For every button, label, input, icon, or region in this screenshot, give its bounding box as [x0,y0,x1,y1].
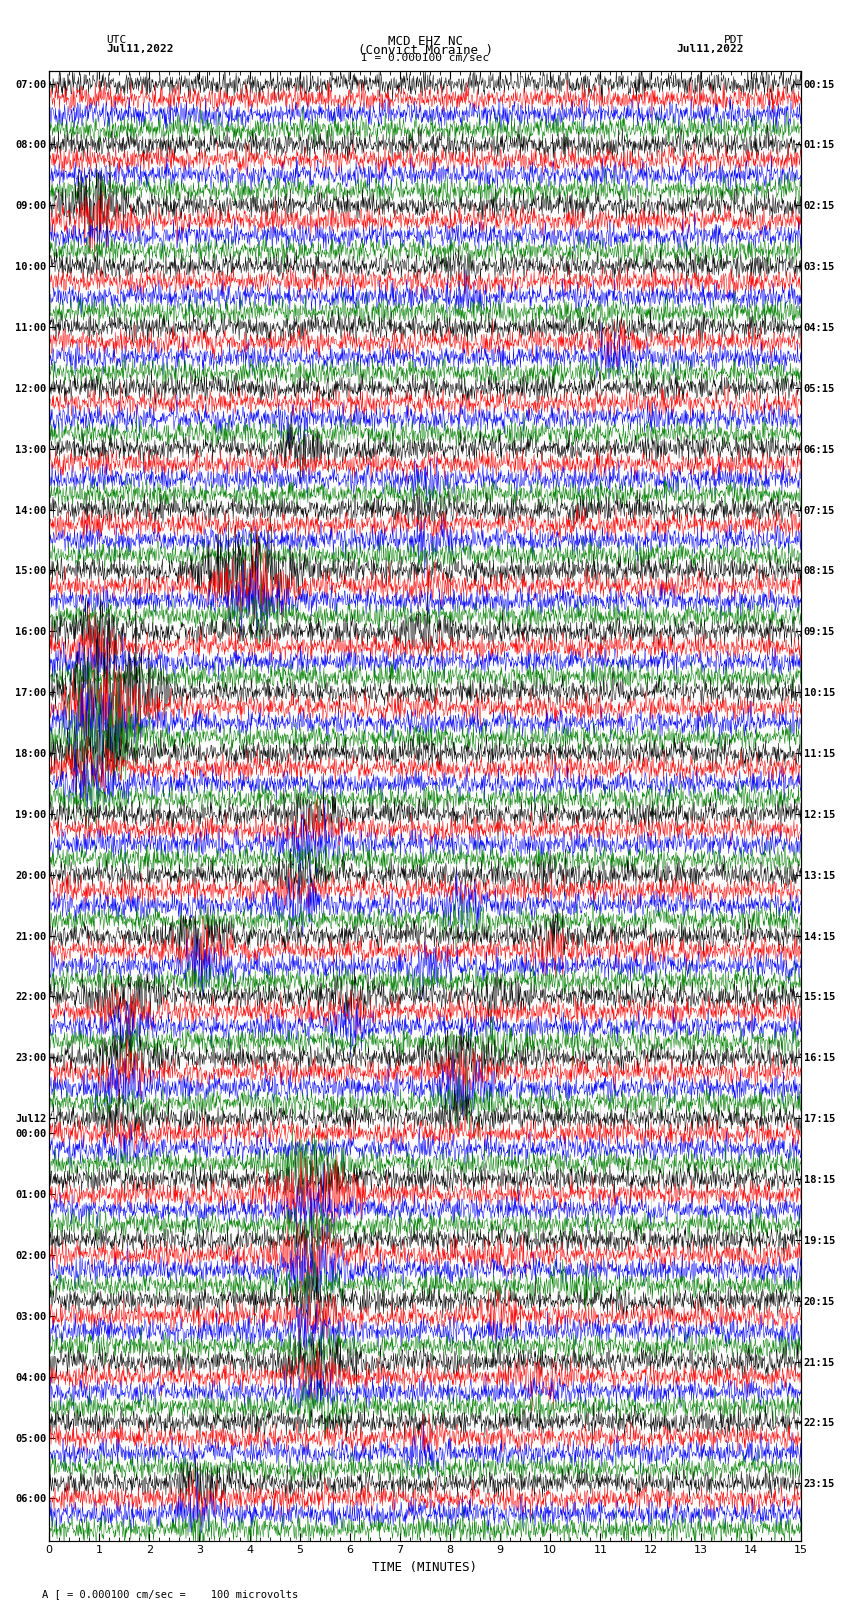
Text: A [ = 0.000100 cm/sec =    100 microvolts: A [ = 0.000100 cm/sec = 100 microvolts [42,1589,298,1598]
Text: Jul11,2022: Jul11,2022 [106,44,173,53]
Text: Jul11,2022: Jul11,2022 [677,44,744,53]
Text: PDT: PDT [723,35,744,45]
Text: (Convict Moraine ): (Convict Moraine ) [358,44,492,56]
Text: I = 0.000100 cm/sec: I = 0.000100 cm/sec [361,53,489,63]
Text: UTC: UTC [106,35,127,45]
X-axis label: TIME (MINUTES): TIME (MINUTES) [372,1561,478,1574]
Text: MCD EHZ NC: MCD EHZ NC [388,35,462,48]
